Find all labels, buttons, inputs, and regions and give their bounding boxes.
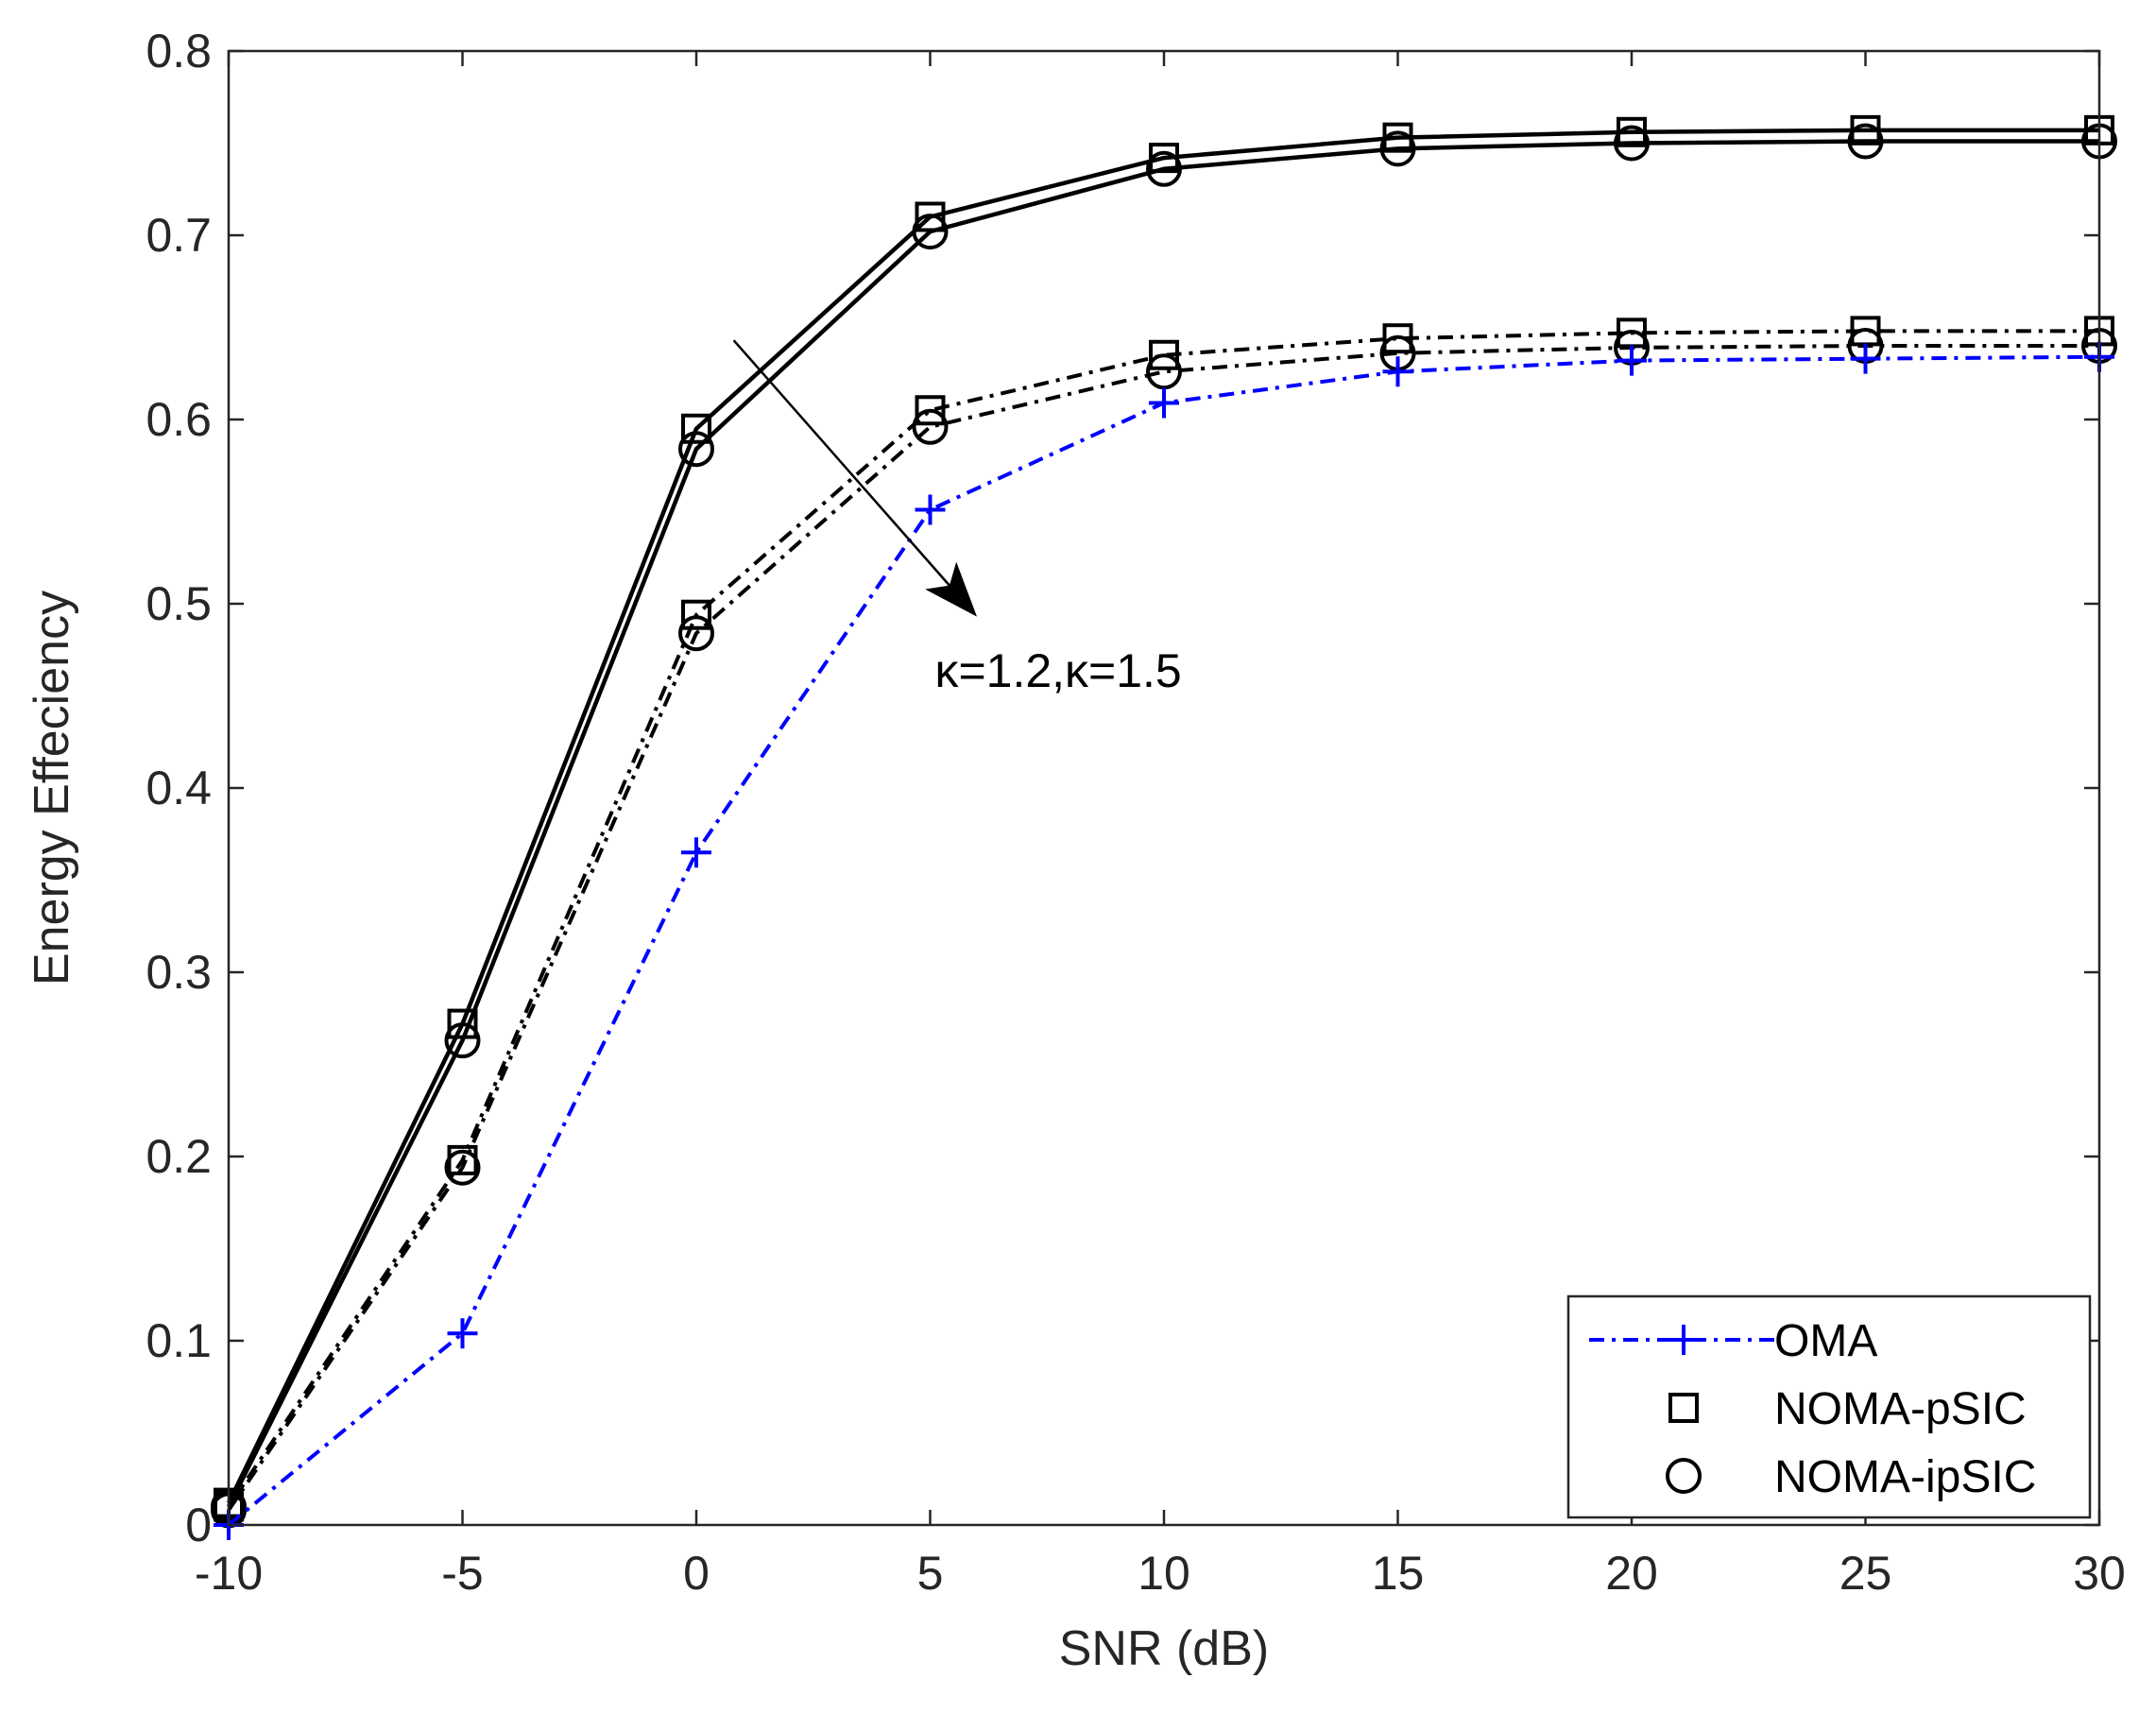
series-noma-ipsic-1-2 (211, 123, 2117, 1525)
data-point-square (1668, 1393, 1699, 1423)
y-tick-label: 0.8 (145, 25, 212, 77)
data-point-circle (1146, 150, 1182, 187)
series-line (226, 139, 2099, 1508)
data-point-plus (915, 494, 946, 525)
y-tick-label: 0.4 (145, 762, 212, 814)
data-point-plus (447, 1318, 478, 1349)
annotation-arrow-head (925, 561, 977, 617)
data-point-circle (1847, 123, 1884, 160)
data-point-circle (444, 1022, 481, 1059)
data-point-circle (912, 408, 949, 445)
x-tick-label: -10 (195, 1547, 263, 1600)
data-point-circle (1614, 125, 1650, 162)
data-point-plus (1149, 387, 1179, 419)
x-tick-labels: -10 -5 0 5 10 15 20 25 30 (195, 1547, 2126, 1600)
y-tick-label: 0.3 (145, 946, 212, 999)
plot-frame (227, 49, 2101, 1527)
annotation-arrow-line (732, 339, 954, 591)
legend-items: OMA NOMA-pSIC NOMA-ipSIC (1589, 1316, 2036, 1502)
data-point-plus (1382, 356, 1413, 387)
x-tick-label: 20 (1605, 1547, 1658, 1600)
legend-item: NOMA-pSIC (1668, 1384, 2027, 1434)
x-tick-label: 30 (2073, 1547, 2126, 1600)
data-point-square (681, 413, 711, 444)
series-layer (211, 114, 2117, 1540)
data-point-circle (1379, 130, 1416, 167)
x-tick-label: 15 (1372, 1547, 1425, 1600)
legend-label: NOMA-ipSIC (1774, 1452, 2036, 1502)
data-point-square (681, 599, 711, 630)
y-tick-label: 0 (185, 1499, 212, 1551)
data-point-circle (678, 615, 714, 652)
annotation-label: κ=1.2,κ=1.5 (934, 644, 1181, 697)
x-tick-label: 0 (683, 1547, 710, 1600)
y-axis-label: Energy Effeciency (25, 591, 79, 985)
data-point-square (1149, 339, 1179, 370)
series-oma (214, 341, 2114, 1540)
y-tick-label: 0.7 (145, 209, 212, 262)
x-tick-label: -5 (441, 1547, 483, 1600)
y-tick-label: 0.2 (145, 1130, 212, 1183)
y-tick-label: 0.6 (145, 393, 212, 446)
data-point-square (915, 395, 946, 426)
data-point-plus (681, 837, 711, 868)
data-point-plus (1850, 343, 1881, 374)
data-point-plus (1617, 345, 1647, 376)
legend: OMA NOMA-pSIC NOMA-ipSIC (1566, 1294, 2092, 1519)
data-point-circle (912, 214, 949, 250)
x-tick-label: 10 (1138, 1547, 1190, 1600)
y-tick-label: 0.1 (145, 1314, 212, 1367)
x-tick-label: 25 (1839, 1547, 1892, 1600)
x-tick-label: 5 (917, 1547, 944, 1600)
x-axis-label: SNR (dB) (1059, 1621, 1269, 1676)
data-point-circle (1666, 1458, 1702, 1494)
data-point-square (1382, 323, 1413, 354)
data-point-circle (678, 431, 714, 468)
y-tick-labels: 0 0.1 0.2 0.3 0.4 0.5 0.6 0.7 0.8 (145, 25, 212, 1551)
y-tick-label: 0.5 (145, 577, 212, 630)
legend-box (1566, 1294, 2092, 1519)
data-point-circle (444, 1149, 481, 1186)
legend-label: NOMA-pSIC (1774, 1384, 2027, 1434)
data-point-circle (1146, 353, 1182, 390)
legend-label: OMA (1774, 1316, 1877, 1366)
data-point-plus (1668, 1325, 1699, 1355)
series-line (226, 128, 2099, 1504)
plot-area (229, 51, 2099, 1525)
annotation: κ=1.2,κ=1.5 (732, 339, 1182, 697)
legend-item: NOMA-ipSIC (1666, 1452, 2036, 1502)
legend-item: OMA (1589, 1316, 1877, 1366)
series-line (227, 329, 2099, 1508)
